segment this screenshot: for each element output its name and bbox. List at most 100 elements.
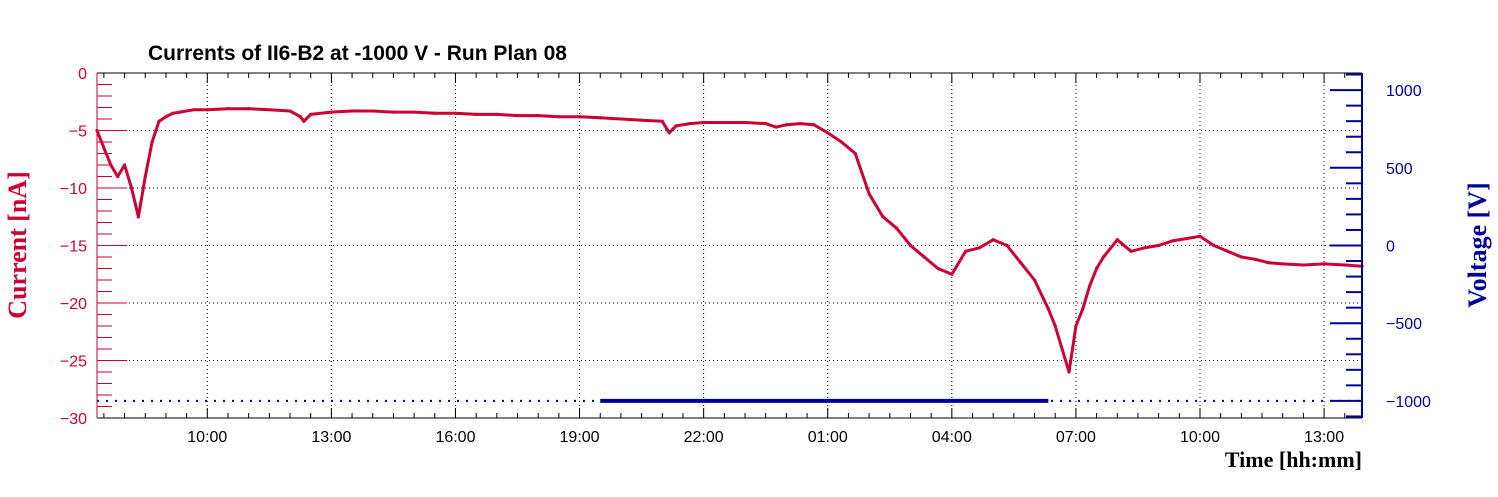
current-point xyxy=(474,112,478,116)
y-axis-title: Current [nA] xyxy=(3,171,32,319)
current-point xyxy=(1198,234,1202,238)
x-tick-label: 22:00 xyxy=(684,429,724,446)
current-point xyxy=(936,266,940,271)
current-point xyxy=(1301,263,1306,267)
current-point xyxy=(288,109,292,113)
current-point xyxy=(329,110,333,114)
current-point xyxy=(302,119,306,123)
current-point xyxy=(1070,347,1075,351)
x-tick-label: 04:00 xyxy=(932,429,972,446)
current-point xyxy=(1225,249,1230,253)
current-point xyxy=(743,120,747,125)
x-tick-label: 16:00 xyxy=(435,429,475,446)
current-point xyxy=(1053,324,1057,328)
current-point xyxy=(1239,255,1243,259)
current-point xyxy=(853,151,857,156)
chart-title: Currents of II6-B2 at -1000 V - Run Plan… xyxy=(148,42,567,65)
current-point xyxy=(116,174,120,179)
current-point xyxy=(453,111,458,115)
y2-tick-label: 1000 xyxy=(1386,83,1422,100)
y2-axis-title: Voltage [V] xyxy=(1463,182,1492,307)
current-point xyxy=(298,115,302,119)
current-point xyxy=(350,109,354,113)
current-point xyxy=(1343,263,1347,267)
current-point xyxy=(640,118,644,122)
current-point xyxy=(191,108,196,112)
current-series-line xyxy=(95,107,1363,374)
current-point xyxy=(1184,237,1188,241)
current-point xyxy=(247,107,251,111)
y-tick-label: −20 xyxy=(60,296,87,313)
x-tick-label: 10:00 xyxy=(1180,429,1220,446)
current-point xyxy=(171,111,175,115)
current-point xyxy=(1088,284,1092,288)
y2-tick-label: 500 xyxy=(1386,161,1413,178)
current-point xyxy=(557,115,561,119)
current-point xyxy=(867,192,871,196)
current-point xyxy=(536,113,540,118)
current-point xyxy=(1281,262,1285,266)
current-point xyxy=(1081,307,1085,311)
current-point xyxy=(1032,278,1037,282)
current-point xyxy=(1094,266,1099,271)
plot-area xyxy=(95,107,1364,403)
current-point xyxy=(964,249,968,253)
current-point xyxy=(164,115,168,119)
current-point xyxy=(1067,370,1071,374)
current-point xyxy=(619,117,623,121)
y-tick-label: −15 xyxy=(60,239,87,256)
current-point xyxy=(577,115,582,119)
current-point xyxy=(660,119,664,123)
current-point xyxy=(798,122,802,126)
current-point xyxy=(1170,239,1175,243)
current-point xyxy=(1101,255,1106,259)
current-point xyxy=(150,140,154,144)
current-point xyxy=(688,122,692,126)
y-tick-label: −30 xyxy=(60,411,87,428)
current-point xyxy=(702,120,706,125)
y2-tick-label: −500 xyxy=(1386,316,1422,333)
current-point xyxy=(812,123,816,127)
x-tick-label: 19:00 xyxy=(560,429,600,446)
y-tick-label: 0 xyxy=(78,66,87,83)
current-point xyxy=(977,246,981,250)
y-tick-label: −5 xyxy=(69,124,87,141)
current-point xyxy=(495,112,499,116)
axes: 10:00 13:00 16:00 19:00 22:00 01:00 04:00 07:00… xyxy=(60,66,1431,446)
current-point xyxy=(136,215,140,219)
current-point xyxy=(598,116,602,120)
current-point xyxy=(839,140,844,144)
current-point xyxy=(1129,249,1133,253)
x-tick-label: 10:00 xyxy=(187,429,227,446)
current-point xyxy=(178,110,182,114)
current-point xyxy=(667,131,671,135)
current-point xyxy=(874,203,878,207)
current-point xyxy=(908,243,913,248)
current-point xyxy=(1115,238,1119,242)
current-point xyxy=(226,107,230,111)
current-point xyxy=(1019,261,1023,265)
current-point xyxy=(722,120,726,125)
current-point xyxy=(991,238,995,242)
current-point xyxy=(412,110,416,114)
current-point xyxy=(205,108,209,112)
current-point xyxy=(122,163,127,167)
y-tick-label: −25 xyxy=(60,354,87,371)
current-point xyxy=(764,122,768,126)
current-point xyxy=(129,186,134,190)
current-point xyxy=(102,146,106,150)
x-tick-label: 07:00 xyxy=(1056,429,1096,446)
current-point xyxy=(674,124,678,128)
current-point xyxy=(1322,262,1326,266)
current-point xyxy=(1005,243,1009,248)
y-tick-label: −10 xyxy=(60,181,87,198)
y2-tick-label: 0 xyxy=(1386,239,1395,256)
current-point xyxy=(881,215,885,219)
current-point xyxy=(433,111,437,115)
current-point xyxy=(1267,261,1271,265)
current-point xyxy=(267,108,271,112)
current-point xyxy=(1074,324,1078,328)
current-point xyxy=(1046,307,1050,311)
